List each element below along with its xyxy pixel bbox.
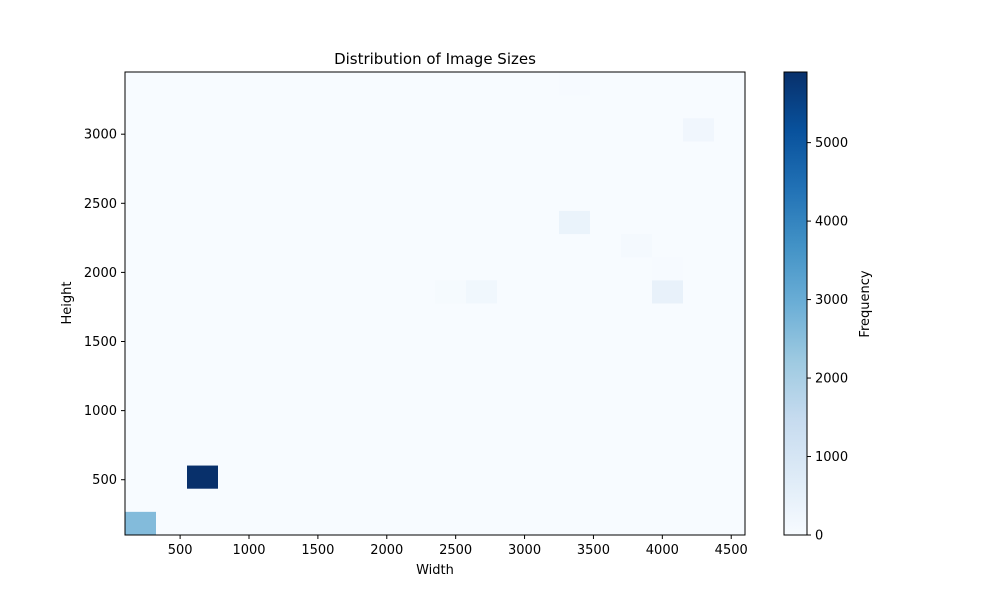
y-tick-label: 500 <box>92 473 117 488</box>
x-tick-label: 3000 <box>508 543 541 558</box>
x-axis-title: Width <box>416 563 454 578</box>
plot-area <box>124 71 746 536</box>
x-tick-label: 1500 <box>301 543 334 558</box>
y-axis-title: Height <box>60 282 75 325</box>
heatmap-cell <box>621 234 652 258</box>
colorbar-tick-label: 5000 <box>815 136 848 151</box>
heatmap-cell <box>652 280 683 304</box>
colorbar-gradient <box>783 71 808 536</box>
colorbar-label: Frequency <box>858 270 873 337</box>
colorbar-tick-label: 0 <box>815 529 823 544</box>
heatmap-cell <box>466 280 497 304</box>
y-tick-label: 3000 <box>84 128 117 143</box>
x-tick-label: 4000 <box>646 543 679 558</box>
colorbar-tick-label: 1000 <box>815 450 848 465</box>
heatmap-cell <box>125 511 156 535</box>
y-axis: 500 1000 1500 2000 2500 3000 <box>84 128 125 488</box>
colorbar-tick-label: 4000 <box>815 215 848 230</box>
x-tick-label: 3500 <box>577 543 610 558</box>
x-tick-label: 500 <box>168 543 193 558</box>
heatmap-cell <box>187 465 218 489</box>
heatmap-cell <box>435 280 466 304</box>
x-tick-label: 4500 <box>715 543 748 558</box>
y-tick-label: 2000 <box>84 266 117 281</box>
x-tick-label: 2000 <box>370 543 403 558</box>
plot-frame <box>124 71 746 536</box>
heatmap-cell <box>559 210 590 235</box>
colorbar: 0 1000 2000 3000 4000 5000 <box>783 71 848 544</box>
colorbar-tick-label: 3000 <box>815 293 848 308</box>
heatmap-cell <box>652 257 683 281</box>
x-tick-label: 1000 <box>232 543 265 558</box>
x-axis: 500 1000 1500 2000 2500 3000 3500 4000 4500 <box>168 535 748 558</box>
heatmap-cell <box>559 72 590 96</box>
y-tick-label: 1500 <box>84 335 117 350</box>
colorbar-tick-label: 2000 <box>815 372 848 387</box>
y-tick-label: 1000 <box>84 404 117 419</box>
x-tick-label: 2500 <box>439 543 472 558</box>
y-tick-label: 2500 <box>84 197 117 212</box>
heatmap-cell <box>683 118 714 142</box>
chart-title: Distribution of Image Sizes <box>334 50 536 68</box>
